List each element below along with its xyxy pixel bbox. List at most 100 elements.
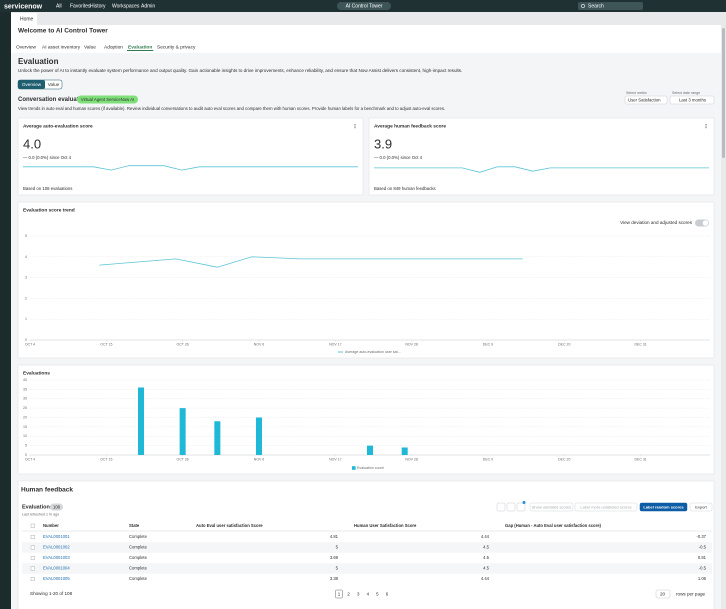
page-number[interactable]: 2 (347, 591, 350, 596)
toggle-option[interactable]: Overview (22, 82, 42, 87)
column-header[interactable]: State (129, 523, 140, 528)
column-header[interactable]: Gap (Human - Auto Eval user satisfaction… (505, 523, 602, 528)
record-link[interactable]: EVAL0001003 (43, 555, 70, 560)
page-number[interactable]: 6 (386, 591, 389, 596)
filter-button[interactable] (516, 502, 526, 512)
home-tab[interactable] (11, 13, 37, 25)
search-box[interactable] (578, 2, 643, 10)
page-number[interactable]: 1 (338, 591, 341, 596)
metric-label: Select metric (626, 91, 647, 95)
badge (77, 95, 138, 104)
filter-dot (522, 501, 526, 504)
metric-select[interactable] (624, 95, 668, 105)
y-tick-label: 2 (25, 296, 27, 300)
nav-item[interactable]: Workspaces (112, 4, 140, 10)
bar (179, 408, 186, 455)
conversation-title: Conversation evaluation (18, 97, 88, 103)
checkbox[interactable] (30, 577, 35, 582)
trend-title: Evaluation score trend (23, 207, 75, 213)
checkbox[interactable] (30, 545, 35, 550)
nav-item[interactable]: All (56, 4, 62, 10)
checkbox[interactable] (30, 535, 35, 540)
y-tick-label: 0 (25, 453, 27, 457)
checkbox[interactable] (30, 523, 35, 528)
card-title: Average human feedback score (374, 123, 446, 129)
toggle-active (18, 80, 45, 89)
menu-dot (354, 127, 356, 129)
x-tick-label: NOV 28 (405, 342, 418, 346)
x-tick-label: OCT 15 (100, 457, 112, 461)
card-title: Average auto-evaluation score (23, 123, 93, 129)
cell: 0.81 (698, 555, 707, 560)
y-tick-label: 15 (23, 425, 27, 429)
button[interactable] (529, 502, 574, 512)
header-tab[interactable]: Security & privacy (157, 44, 196, 50)
legend-swatch (352, 466, 356, 470)
page-size-select[interactable] (655, 589, 671, 599)
record-link[interactable]: EVAL0001004 (43, 566, 70, 571)
bar (367, 445, 373, 455)
y-tick-label: 40 (23, 378, 27, 382)
page-number[interactable]: 4 (367, 591, 370, 596)
trend-line (99, 256, 523, 268)
column-header[interactable]: Auto Eval user satisfaction Score (196, 523, 263, 528)
metric: User Satisfaction (628, 97, 661, 102)
x-tick-label: OCT 26 (177, 457, 189, 461)
x-tick-label: NOV 17 (329, 457, 342, 461)
search: Search (588, 4, 604, 10)
refresh-button[interactable] (496, 502, 506, 512)
nav-item[interactable]: History (90, 4, 106, 10)
refreshed: Last refreshed 1 hr ago (22, 512, 59, 516)
x-tick-label: DEC 20 (558, 457, 570, 461)
x-tick-label: OCT 4 (25, 457, 35, 461)
active-tab-underline (127, 50, 154, 51)
page-number[interactable]: 5 (376, 591, 379, 596)
section-description: Unlock the power of AI to instantly eval… (18, 68, 462, 73)
button[interactable] (689, 502, 713, 512)
button-label: Label more unlabeled scores (580, 504, 631, 509)
header-tab[interactable]: AI asset inventory (42, 44, 81, 50)
button[interactable] (639, 502, 688, 512)
menu-dot (705, 123, 707, 126)
header-tab[interactable]: Overview (16, 44, 37, 50)
cell: 1.06 (698, 576, 707, 581)
record-link[interactable]: EVAL0001001 (43, 534, 70, 539)
page-number[interactable]: 3 (357, 591, 360, 596)
evaluations-panel (17, 364, 715, 475)
card-score: 4.0 (23, 136, 41, 151)
checkbox[interactable] (30, 556, 35, 561)
y-tick-label: 30 (23, 397, 27, 401)
nav-item[interactable]: Admin (141, 4, 155, 10)
score-card (368, 117, 715, 196)
menu-dot (354, 123, 356, 126)
header-tab[interactable]: Adoption (104, 44, 123, 50)
header-tab[interactable]: Value (84, 44, 96, 50)
nav-item[interactable]: Favorites (70, 4, 91, 10)
cell: Complete (129, 566, 148, 571)
workspace-pill[interactable] (337, 2, 391, 10)
y-tick-label: 35 (23, 387, 27, 391)
cell: Complete (129, 545, 148, 550)
y-tick-label: 1 (25, 317, 27, 321)
header-tab[interactable]: Evaluation (128, 44, 152, 50)
cell: Complete (129, 555, 148, 560)
checkbox[interactable] (30, 566, 35, 571)
column-header[interactable]: Number (43, 523, 59, 528)
toggle-knob (702, 220, 709, 226)
range-select[interactable] (669, 95, 715, 105)
scroll-thumb[interactable] (722, 28, 725, 158)
x-tick-label: NOV 6 (254, 342, 265, 346)
column-header[interactable]: Human User Satisfaction Score (354, 523, 417, 528)
list-title: Evaluations (22, 504, 53, 510)
row-stripe (22, 563, 712, 574)
record-link[interactable]: EVAL0001005 (43, 576, 70, 581)
cell: 5 (336, 566, 339, 571)
button[interactable] (574, 502, 638, 512)
menu-dot (705, 127, 707, 129)
bar (214, 421, 221, 455)
settings-button[interactable] (506, 502, 516, 512)
menu-dot (354, 125, 356, 127)
page-size-label: rows per page (676, 591, 706, 596)
toggle-option[interactable]: Value (48, 82, 60, 87)
record-link[interactable]: EVAL0001002 (43, 545, 70, 550)
